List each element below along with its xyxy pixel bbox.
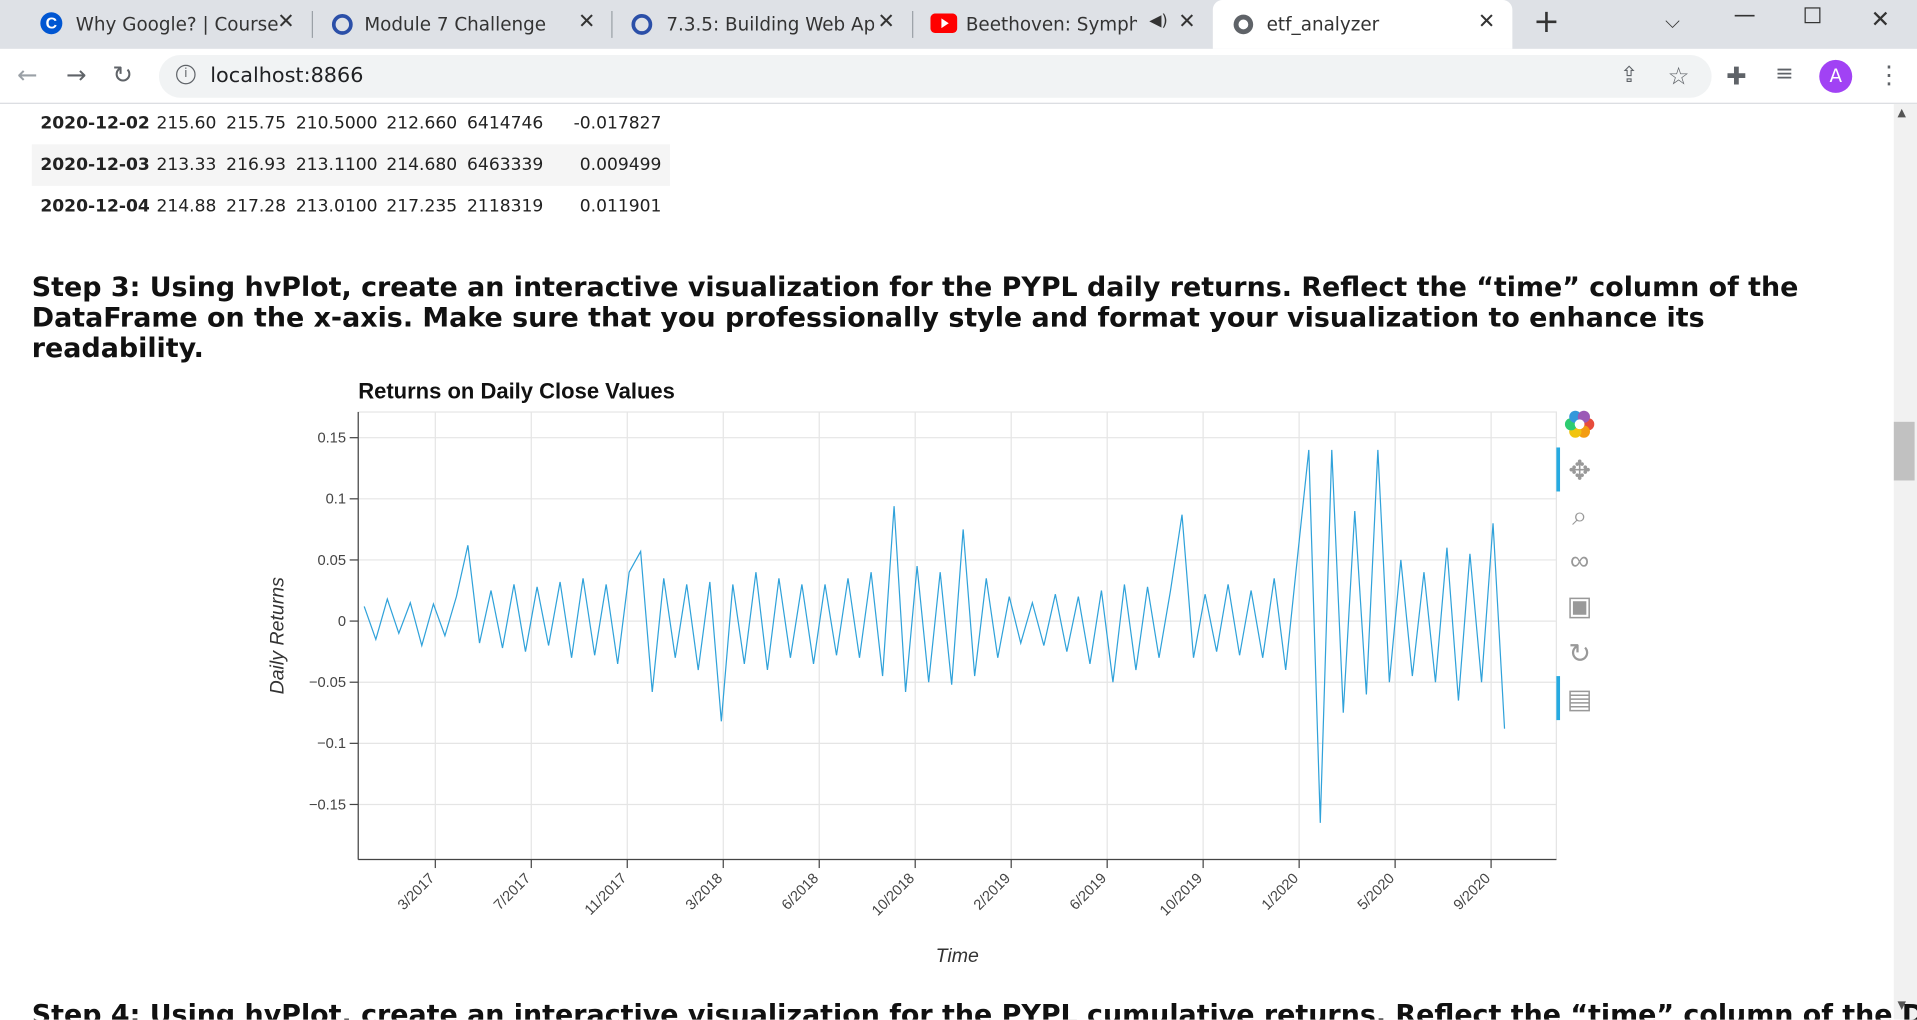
tool-icon: ▣: [1567, 591, 1592, 621]
table-cell: 215.60: [156, 113, 217, 134]
share[interactable]: ⇪: [1619, 62, 1639, 89]
x-tick-label: 5/2020: [1355, 871, 1398, 914]
avatar[interactable]: A: [1819, 59, 1853, 93]
save-tool[interactable]: ▣: [1567, 591, 1592, 621]
bokeh-logo: [1574, 419, 1585, 430]
table-cell: 0.009499: [579, 155, 662, 175]
menu[interactable]: ⋮: [1876, 59, 1902, 90]
pan-tool[interactable]: ✥: [1568, 455, 1591, 485]
x-tick-label: 10/2018: [869, 871, 918, 920]
tab-search[interactable]: ⌵: [1665, 9, 1681, 34]
close-window[interactable]: ✕: [1870, 6, 1891, 34]
tool-icon: ✥: [1568, 455, 1591, 485]
box-zoom-tool[interactable]: ⌕: [1572, 500, 1587, 530]
minimize[interactable]: —: [1733, 2, 1756, 29]
chart-title: Returns on Daily Close Values: [358, 379, 675, 404]
active-tool-marker: [1556, 676, 1561, 721]
tab-title: 7.3.5: Building Web Applic: [666, 13, 875, 36]
new-tab-button[interactable]: +: [1533, 3, 1560, 41]
table-cell: 6414746: [467, 113, 544, 134]
x-tick-label: 3/2018: [683, 871, 726, 914]
table-cell: 217.235: [386, 196, 458, 217]
media[interactable]: ≡: [1775, 61, 1794, 87]
x-tick-label: 6/2018: [779, 871, 822, 914]
data-line: [363, 449, 1506, 823]
active-tool-marker: [1556, 447, 1561, 492]
tab-strip: [0, 0, 1917, 49]
heading: Step 4: Using hvPlot, create an interact…: [31, 1000, 1917, 1020]
tool-icon: ⌕: [1572, 500, 1587, 530]
table-cell: 214.88: [156, 196, 217, 217]
tab[interactable]: Beethoven: Symphon◀)✕: [913, 0, 1213, 46]
table-cell: 213.0100: [295, 196, 378, 217]
y-tick-label: 0: [338, 614, 346, 630]
svg-text:C: C: [46, 16, 58, 33]
tab-title: Beethoven: Symphon: [965, 13, 1137, 36]
reset-tool[interactable]: ↻: [1568, 639, 1591, 669]
row-index: 2020-12-04: [40, 196, 150, 217]
plot-area: [357, 411, 1557, 861]
table-cell: 214.680: [386, 155, 458, 175]
tab[interactable]: Module 7 Challenge ✕: [313, 0, 613, 46]
table-cell: 210.5000: [295, 113, 378, 134]
tab[interactable]: 7.3.5: Building Web Applic✕: [613, 0, 913, 46]
y-tick-label: 0.05: [317, 553, 346, 569]
extensions[interactable]: ✚: [1726, 61, 1747, 91]
table-cell: 217.28: [226, 196, 287, 217]
restore[interactable]: [1804, 7, 1821, 24]
back[interactable]: ←: [17, 59, 38, 90]
bookmark[interactable]: ☆: [1667, 61, 1690, 91]
table-cell: 6463339: [467, 155, 544, 175]
tab-title: etf_analyzer: [1266, 13, 1380, 36]
y-tick-label: 0.15: [317, 431, 346, 447]
tab-title: Module 7 Challenge: [364, 13, 547, 36]
y-tick-label: −0.1: [317, 736, 346, 752]
y-tick-label: −0.05: [309, 675, 346, 691]
heading: Step 3: Using hvPlot, create an interact…: [31, 272, 1799, 365]
y-axis-label: Daily Returns: [267, 577, 289, 695]
x-tick-label: 6/2019: [1067, 871, 1110, 914]
wheel-zoom-tool[interactable]: ∞: [1570, 546, 1589, 576]
table-cell: 2118319: [467, 196, 544, 217]
x-tick-label: 10/2019: [1157, 871, 1206, 920]
active-tab[interactable]: etf_analyzer ✕: [1212, 0, 1513, 49]
x-tick-label: 2/2019: [971, 871, 1014, 914]
table-cell: 216.93: [226, 155, 287, 175]
reload[interactable]: ↻: [112, 59, 133, 90]
tool-icon: ∞: [1570, 546, 1589, 576]
table-cell: 0.011901: [579, 196, 662, 217]
tab-title: Why Google? | Coursera: [75, 13, 278, 36]
omnibox[interactable]: [158, 55, 1712, 98]
x-tick-label: 7/2017: [491, 871, 534, 914]
table-cell: -0.017827: [573, 113, 662, 134]
url[interactable]: localhost:8866: [210, 63, 364, 89]
chart-toolbar: ✥ ⌕ ∞ ▣ ↻ ▤: [1556, 410, 1595, 721]
y-tick-label: −0.15: [309, 797, 346, 813]
info-icon[interactable]: i: [176, 64, 196, 85]
row-index: 2020-12-02: [40, 113, 150, 134]
x-tick-label: 1/2020: [1259, 871, 1302, 914]
x-axis-label: Time: [936, 945, 979, 967]
tool-icon: ▤: [1567, 684, 1592, 714]
table-row-stripe: [31, 144, 670, 186]
hover-tool[interactable]: ▤: [1567, 684, 1592, 714]
tool-icon: ↻: [1568, 639, 1591, 669]
table-cell: 215.75: [226, 113, 287, 134]
scroll-thumb[interactable]: [1893, 421, 1915, 481]
table-cell: 213.1100: [295, 155, 378, 175]
x-tick-label: 9/2020: [1451, 871, 1494, 914]
row-index: 2020-12-03: [40, 155, 150, 175]
table-cell: 213.33: [156, 155, 217, 175]
y-tick-label: 0.1: [326, 492, 346, 508]
forward[interactable]: →: [66, 59, 87, 90]
x-tick-label: 3/2017: [395, 871, 438, 914]
table-cell: 212.660: [386, 113, 458, 134]
x-tick-label: 11/2017: [582, 871, 630, 919]
tab[interactable]: C Why Google? | Coursera ✕: [12, 0, 312, 46]
scrollbar[interactable]: [1893, 103, 1917, 1020]
